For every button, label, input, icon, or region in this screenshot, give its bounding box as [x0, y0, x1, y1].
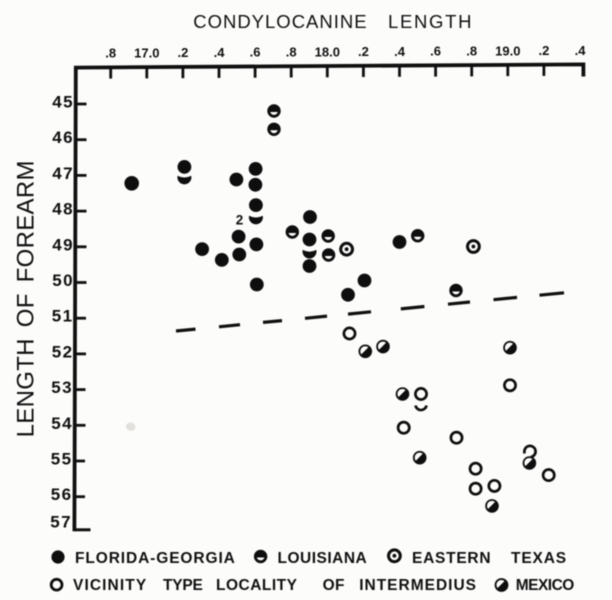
svg-text:2: 2: [236, 212, 244, 227]
svg-text:OF: OF: [323, 577, 345, 594]
svg-text:VICINITY: VICINITY: [73, 577, 147, 594]
svg-text:TEXAS: TEXAS: [511, 550, 567, 567]
svg-text:.6: .6: [430, 44, 441, 59]
svg-text:18.0: 18.0: [315, 44, 340, 59]
svg-text:.4: .4: [575, 43, 587, 58]
svg-text:55: 55: [51, 450, 73, 469]
svg-text:56: 56: [51, 485, 73, 504]
svg-text:.2: .2: [177, 45, 188, 60]
svg-text:54: 54: [51, 414, 73, 433]
svg-text:51: 51: [52, 307, 74, 326]
svg-text:53: 53: [51, 378, 73, 397]
svg-text:48: 48: [52, 200, 74, 219]
svg-text:EASTERN: EASTERN: [412, 550, 491, 567]
svg-text:50: 50: [52, 271, 74, 290]
svg-text:.8: .8: [286, 45, 297, 60]
svg-text:FLORIDA-GEORGIA: FLORIDA-GEORGIA: [75, 550, 236, 567]
svg-text:.8: .8: [466, 44, 477, 59]
svg-text:INTERMEDIUS: INTERMEDIUS: [359, 577, 477, 594]
svg-text:49: 49: [52, 235, 74, 254]
svg-text:.2: .2: [538, 43, 549, 58]
svg-text:.4: .4: [394, 44, 406, 59]
svg-text:LENGTH OF FOREARM: LENGTH OF FOREARM: [13, 160, 40, 437]
svg-text:LOUISIANA: LOUISIANA: [278, 550, 368, 567]
svg-text:.4: .4: [214, 45, 226, 60]
svg-text:LENGTH: LENGTH: [388, 11, 473, 32]
svg-text:57: 57: [50, 513, 72, 532]
svg-text:17.0: 17.0: [134, 45, 159, 60]
svg-text:MEXICO: MEXICO: [516, 577, 575, 594]
svg-text:.8: .8: [105, 46, 116, 61]
svg-text:52: 52: [52, 342, 74, 361]
svg-text:LOCALITY: LOCALITY: [216, 577, 298, 594]
svg-text:47: 47: [52, 164, 74, 183]
svg-text:.2: .2: [358, 44, 369, 59]
svg-text:.6: .6: [250, 45, 261, 60]
svg-text:TYPE: TYPE: [163, 577, 203, 594]
svg-text:46: 46: [52, 128, 74, 147]
svg-text:45: 45: [52, 93, 74, 112]
svg-text:CONDYLOCANINE: CONDYLOCANINE: [193, 11, 367, 32]
svg-text:19.0: 19.0: [495, 43, 520, 58]
